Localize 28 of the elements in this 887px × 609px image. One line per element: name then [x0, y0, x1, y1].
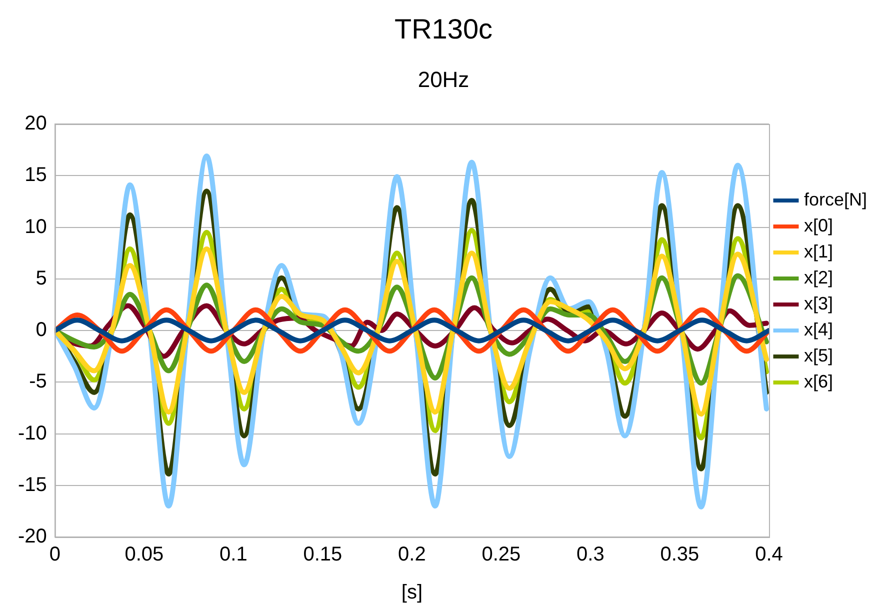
chart-title: TR130c — [394, 14, 493, 45]
y-tick-label: 10 — [24, 216, 47, 238]
legend-label: x[5] — [804, 345, 833, 366]
y-tick-label: -20 — [18, 526, 47, 548]
y-tick-label: 20 — [24, 112, 47, 135]
legend-label: x[1] — [804, 241, 833, 262]
chart-subtitle: 20Hz — [418, 66, 470, 92]
y-tick-label: -5 — [29, 370, 47, 393]
x-tick-label: 0.15 — [303, 544, 342, 566]
y-tick-label: 15 — [24, 164, 47, 186]
y-tick-label: 5 — [36, 267, 47, 290]
legend-label: x[2] — [804, 267, 833, 288]
legend-label: x[3] — [804, 293, 833, 314]
x-tick-label: 0.1 — [220, 544, 248, 566]
legend-label: x[6] — [804, 371, 833, 392]
x-tick-label: 0.3 — [576, 544, 604, 566]
y-tick-label: -15 — [18, 474, 47, 496]
y-tick-label: -10 — [18, 422, 47, 444]
x-tick-label: 0.25 — [482, 544, 521, 566]
legend-label: x[4] — [804, 319, 833, 340]
x-axis-title: [s] — [401, 582, 423, 604]
x-tick-label: 0.2 — [398, 544, 426, 566]
y-tick-label: 0 — [36, 319, 47, 342]
x-tick-label: 0.35 — [660, 544, 700, 566]
legend-label: force[N] — [804, 189, 868, 210]
legend-label: x[0] — [804, 215, 833, 236]
x-tick-label: 0.4 — [755, 544, 783, 566]
x-tick-label: 0.05 — [124, 544, 164, 566]
